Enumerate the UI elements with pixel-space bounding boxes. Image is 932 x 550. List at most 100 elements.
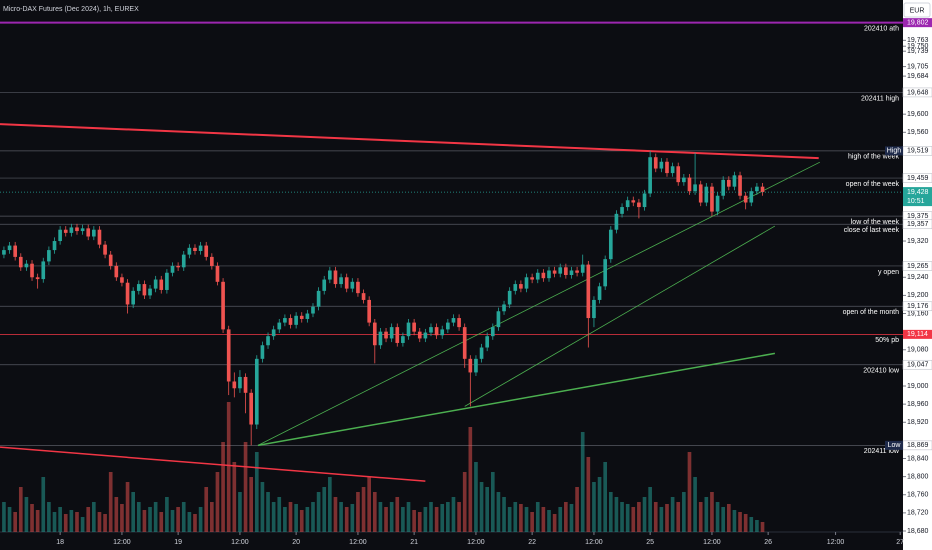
volume-bar [659, 507, 664, 532]
volume-bar [389, 502, 394, 532]
volume-bar [721, 507, 726, 532]
volume-bar [564, 502, 568, 532]
volume-bar [356, 492, 360, 532]
volume-bar [552, 514, 557, 532]
level-price: 19,047 [907, 362, 929, 369]
volume-bar [153, 502, 158, 532]
trendline [464, 225, 776, 407]
candle-body [148, 288, 152, 296]
candle-body [339, 277, 343, 285]
volume-bar [260, 482, 265, 532]
background [0, 0, 903, 550]
x-tick-label: 12:00 [467, 539, 485, 546]
level-name: 202411 low [864, 448, 900, 455]
volume-bar [653, 502, 658, 532]
volume-bar [682, 492, 686, 532]
candle-body [243, 376, 248, 393]
volume-bar [24, 497, 29, 532]
volume-bar [496, 492, 501, 532]
candle-body [378, 331, 383, 346]
trendline [0, 123, 819, 160]
y-tick-label: 18,760 [907, 492, 929, 499]
volume-bar [541, 507, 546, 532]
candle-body [305, 313, 310, 319]
volume-bar [412, 510, 416, 532]
level-tag-bg [885, 146, 903, 156]
volume-bar [648, 487, 652, 532]
volume-bar [710, 492, 714, 532]
candle-body [749, 191, 754, 203]
volume-bar [108, 472, 113, 532]
volume-bar [63, 514, 68, 532]
level-badge [902, 261, 932, 271]
candle-body [412, 322, 416, 332]
level-price: 18,869 [907, 442, 929, 449]
candle-body [210, 256, 214, 266]
x-tick-label: 21 [410, 539, 418, 546]
volume-bar [738, 512, 742, 532]
candle-body [513, 284, 518, 291]
volume-bar [474, 462, 478, 532]
volume-bar [485, 487, 490, 532]
level-tag: Low [888, 442, 902, 449]
x-tick-label: 20 [292, 539, 300, 546]
candle-body [547, 270, 551, 279]
candle-body [221, 281, 225, 330]
volume-bar [266, 492, 270, 532]
volume-bar [704, 497, 709, 532]
candle-body [614, 213, 619, 230]
x-tick-label: 12:00 [113, 539, 131, 546]
level-price: 19,265 [907, 263, 929, 270]
candle-body [631, 200, 636, 203]
candle-body [665, 161, 669, 174]
y-tick-label: 19,160 [907, 310, 929, 317]
volume-bar [271, 502, 276, 532]
candle-body [592, 299, 596, 319]
candle-body [288, 318, 293, 325]
candle-body [333, 270, 338, 285]
volume-bar [569, 504, 574, 532]
volume-bar [665, 504, 669, 532]
level-badge [902, 219, 932, 230]
candle-body [468, 358, 473, 373]
level-badge [902, 173, 932, 183]
candle-body [63, 229, 68, 233]
candle-body [519, 284, 523, 289]
volume-bar [642, 497, 647, 532]
volume-bar [41, 477, 46, 532]
volume-bar [226, 402, 231, 532]
level-name: 50% pb [875, 337, 899, 344]
candle-body [311, 306, 315, 314]
volume-bar [294, 504, 298, 532]
level-name: y open [878, 269, 899, 276]
candle-body [625, 200, 630, 208]
candle-body [294, 315, 298, 325]
x-tick-label: 27 [896, 539, 904, 546]
candle-body [698, 184, 703, 203]
candle-body [92, 229, 96, 237]
candle-body [743, 195, 748, 203]
y-tick-label: 19,739 [907, 48, 929, 55]
candle-body [372, 322, 377, 346]
volume-bar [232, 462, 237, 532]
candle-body [226, 329, 231, 382]
x-tick-label: 12:00 [585, 539, 603, 546]
candle-body [406, 322, 411, 337]
volume-bar [732, 510, 737, 532]
volume-bar [384, 507, 388, 532]
candle-body [35, 277, 40, 280]
last-price-badge [903, 187, 932, 207]
y-tick-label: 18,800 [907, 473, 929, 480]
level-tag-bg [885, 440, 903, 450]
candle-body [541, 272, 546, 279]
candle-body [760, 186, 765, 193]
volume-bar [693, 477, 697, 532]
level-name: open of the month [843, 309, 900, 316]
candle-body [608, 229, 613, 260]
candle-body [7, 245, 12, 251]
candle-body [755, 186, 759, 192]
volume-bar [468, 427, 473, 532]
candle-body [738, 175, 742, 196]
candle-body [429, 327, 433, 333]
volume-bar [305, 507, 310, 532]
